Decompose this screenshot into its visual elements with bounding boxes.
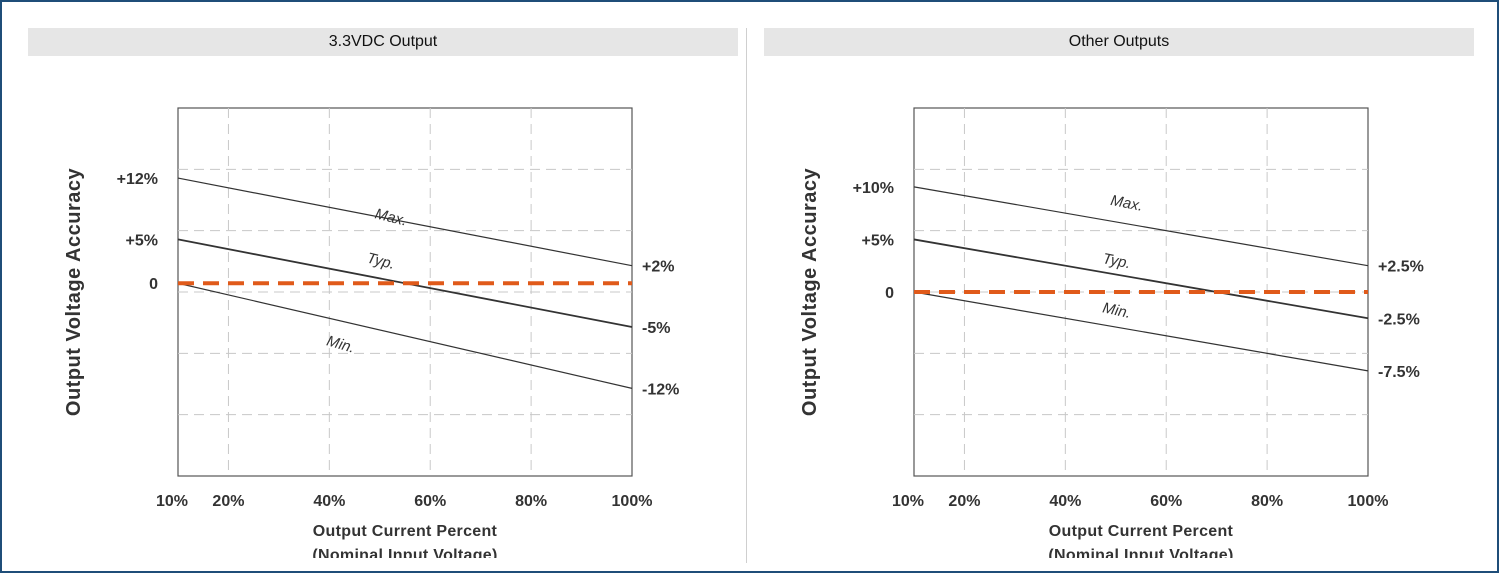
series-label: Typ.: [1101, 250, 1132, 272]
chart-panel-other: Other Outputs Max. Typ. Min. +10% +5% 0 +2.5% -…: [764, 28, 1474, 558]
y-tick-label-left: +5%: [126, 232, 158, 249]
series-line-min: [177, 282, 633, 389]
y-tick-label-left: 0: [885, 285, 894, 302]
panel-title: 3.3VDC Output: [28, 28, 738, 56]
series-line-max: [177, 177, 633, 267]
series-line-min: [913, 291, 1369, 372]
x-axis-subtitle: (Nominal Input Voltage): [312, 547, 497, 558]
series-label: Max.: [1109, 192, 1144, 215]
panel-title: Other Outputs: [764, 28, 1474, 56]
y-tick-label-right: -12%: [642, 381, 679, 398]
x-tick-label: 100%: [612, 493, 653, 510]
series-label: Max.: [373, 205, 409, 229]
y-tick-label-right: -5%: [642, 320, 670, 337]
y-tick-label-left: +10%: [853, 180, 894, 197]
y-tick-label-left: +5%: [862, 232, 894, 249]
x-axis-subtitle: (Nominal Input Voltage): [1048, 547, 1233, 558]
series-line-max: [913, 186, 1369, 267]
y-tick-label-right: -2.5%: [1378, 311, 1420, 328]
series-label: Min.: [1101, 299, 1132, 322]
y-tick-label-right: -7.5%: [1378, 364, 1420, 381]
x-tick-label: 60%: [1150, 493, 1182, 510]
chart-other-outputs: Max. Typ. Min. +10% +5% 0 +2.5% -2.5% -7.5% 10% 20…: [799, 107, 1424, 558]
x-tick-label: 40%: [313, 493, 345, 510]
x-tick-label: 10%: [892, 493, 924, 510]
chart-panel-3v3: 3.3VDC Output Max. Typ. Min. +12% +5% 0 +2% -5%…: [28, 28, 738, 558]
x-axis-title: Output Current Percent: [313, 523, 498, 540]
x-tick-label: 80%: [515, 493, 547, 510]
y-tick-label-right: +2%: [642, 259, 674, 276]
panel-divider: [746, 28, 747, 563]
x-tick-label: 80%: [1251, 493, 1283, 510]
chart-3v3: Max.Typ.Min.+12%+5%0+2%-5%-12%10% 20% 40% 6…: [63, 107, 679, 558]
x-tick-label: 20%: [948, 493, 980, 510]
x-tick-label: 60%: [414, 493, 446, 510]
y-axis-title: Output Voltage Accuracy: [799, 168, 821, 417]
x-tick-label: 100%: [1348, 493, 1389, 510]
y-axis-title: Output Voltage Accuracy: [63, 168, 85, 417]
y-tick-label-left: 0: [149, 276, 158, 293]
series-line-typ: [913, 238, 1369, 320]
y-tick-label-right: +2.5%: [1378, 259, 1424, 276]
x-tick-label: 40%: [1049, 493, 1081, 510]
y-tick-label-left: +12%: [117, 171, 158, 188]
x-tick-label: 10%: [156, 493, 188, 510]
x-tick-label: 20%: [212, 493, 244, 510]
series-label: Typ.: [365, 250, 396, 273]
x-axis-title: Output Current Percent: [1049, 523, 1234, 540]
